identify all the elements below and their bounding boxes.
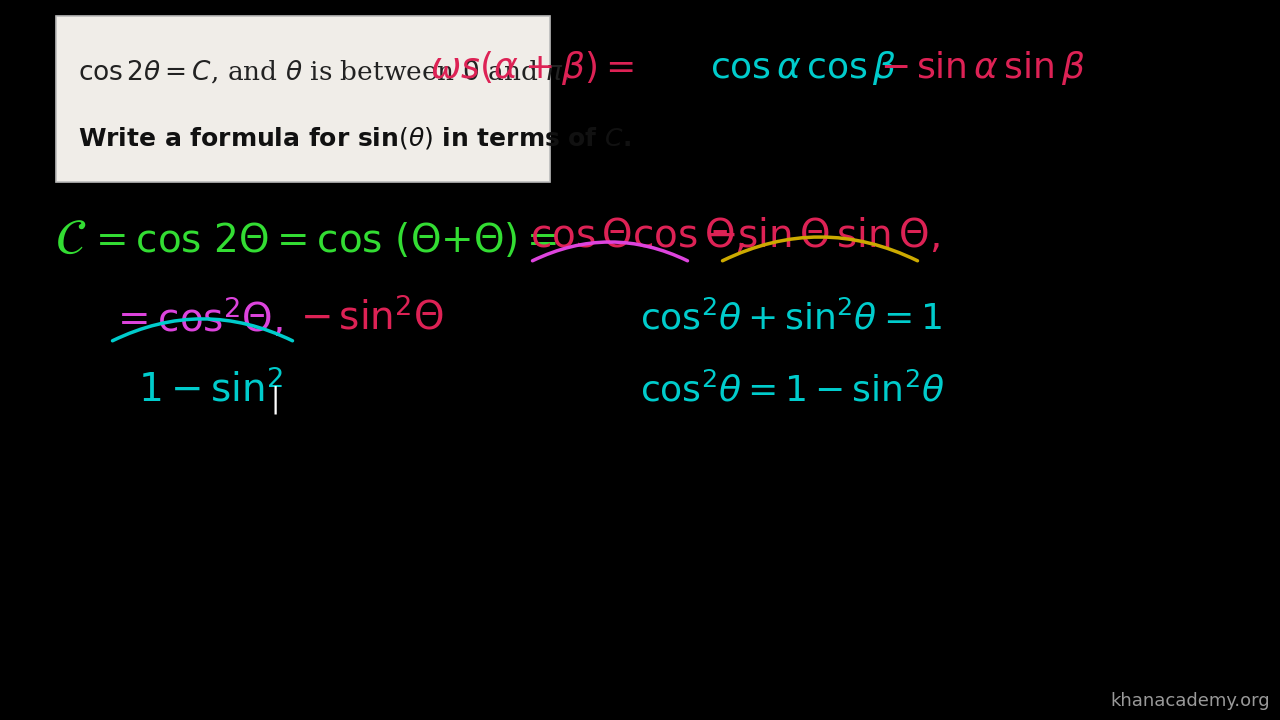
- Text: $-\,\sin\alpha\,\sin\beta$: $-\,\sin\alpha\,\sin\beta$: [881, 49, 1085, 87]
- Text: $\cos\alpha\,\cos\beta$: $\cos\alpha\,\cos\beta$: [710, 49, 897, 87]
- Text: |: |: [270, 386, 279, 414]
- FancyBboxPatch shape: [56, 16, 550, 182]
- Text: $1-\sin^2$: $1-\sin^2$: [138, 370, 283, 410]
- Text: $= \cos\,2\Theta = \cos\,(\Theta{+}\Theta) =$: $= \cos\,2\Theta = \cos\,(\Theta{+}\Thet…: [88, 220, 557, 259]
- Text: $\cos^2\!\theta + \sin^2\!\theta = 1$: $\cos^2\!\theta + \sin^2\!\theta = 1$: [640, 300, 942, 336]
- Text: $\omega s(\alpha+\beta) = $: $\omega s(\alpha+\beta) = $: [430, 49, 634, 87]
- Text: Write a formula for $\mathbf{sin}(\theta)$ in terms of $C$.: Write a formula for $\mathbf{sin}(\theta…: [78, 125, 631, 151]
- Text: $-\sin\Theta\,\sin\Theta,$: $-\sin\Theta\,\sin\Theta,$: [705, 215, 940, 254]
- Text: $\cos 2\theta = C$, and $\theta$ is between $0$ and $\pi$.: $\cos 2\theta = C$, and $\theta$ is betw…: [78, 58, 570, 86]
- Text: $= \cos^2\!\Theta,$: $= \cos^2\!\Theta,$: [110, 296, 283, 341]
- Text: $\cos^2\!\theta = 1 - \sin^2\!\theta$: $\cos^2\!\theta = 1 - \sin^2\!\theta$: [640, 372, 945, 408]
- Text: $\cos\Theta\cos\Theta,$: $\cos\Theta\cos\Theta,$: [530, 215, 745, 254]
- Text: $-\,\sin^2\!\Theta$: $-\,\sin^2\!\Theta$: [300, 298, 444, 338]
- Text: $\mathcal{C}$: $\mathcal{C}$: [55, 216, 86, 264]
- Text: khanacademy.org: khanacademy.org: [1110, 692, 1270, 710]
